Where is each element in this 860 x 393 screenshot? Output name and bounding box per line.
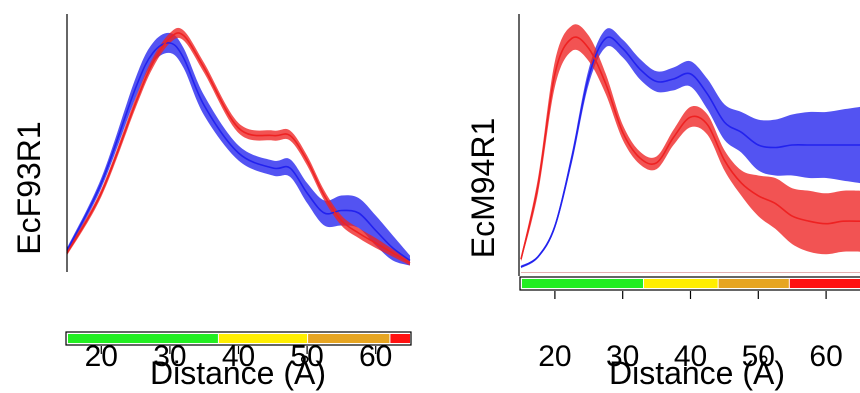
y-axis-title: EcM94R1 xyxy=(465,118,501,259)
color-bar-segment xyxy=(390,334,410,343)
x-tick-label: 60 xyxy=(809,340,842,373)
x-tick-label: 30 xyxy=(606,340,639,373)
series-line xyxy=(520,36,860,260)
color-bar-segment xyxy=(644,279,718,288)
x-tick-label: 40 xyxy=(222,340,255,373)
x-tick-label: 50 xyxy=(290,340,323,373)
chart-panel-ecm94r1: EcM94R1 Distance (Å) 20 30 40 50 60 xyxy=(465,14,860,391)
x-axis-title: Distance (Å) xyxy=(150,355,326,391)
series-band xyxy=(67,32,410,266)
x-tick-label: 30 xyxy=(153,340,186,373)
color-bar-segment xyxy=(718,279,789,288)
x-tick-label: 40 xyxy=(674,340,707,373)
color-bar-segment xyxy=(68,334,218,343)
y-axis-title: EcF93R1 xyxy=(11,121,47,254)
x-tick-label: 60 xyxy=(359,340,392,373)
series-line xyxy=(66,42,411,262)
x-tick-label: 20 xyxy=(538,340,571,373)
color-bar-segment xyxy=(522,279,644,288)
series-line xyxy=(66,32,411,264)
color-bar-segment xyxy=(308,334,390,343)
x-tick-label: 20 xyxy=(85,340,118,373)
series-band xyxy=(521,28,860,269)
color-bar-segment xyxy=(789,279,860,288)
series-band xyxy=(67,27,410,266)
chart-panel-ecf93r1: EcF93R1 Distance (Å) 20 30 40 50 60 xyxy=(11,14,412,391)
series-line xyxy=(520,36,860,268)
x-axis-title: Distance (Å) xyxy=(609,355,785,391)
x-tick-label: 50 xyxy=(742,340,775,373)
color-bar-segment xyxy=(218,334,308,343)
